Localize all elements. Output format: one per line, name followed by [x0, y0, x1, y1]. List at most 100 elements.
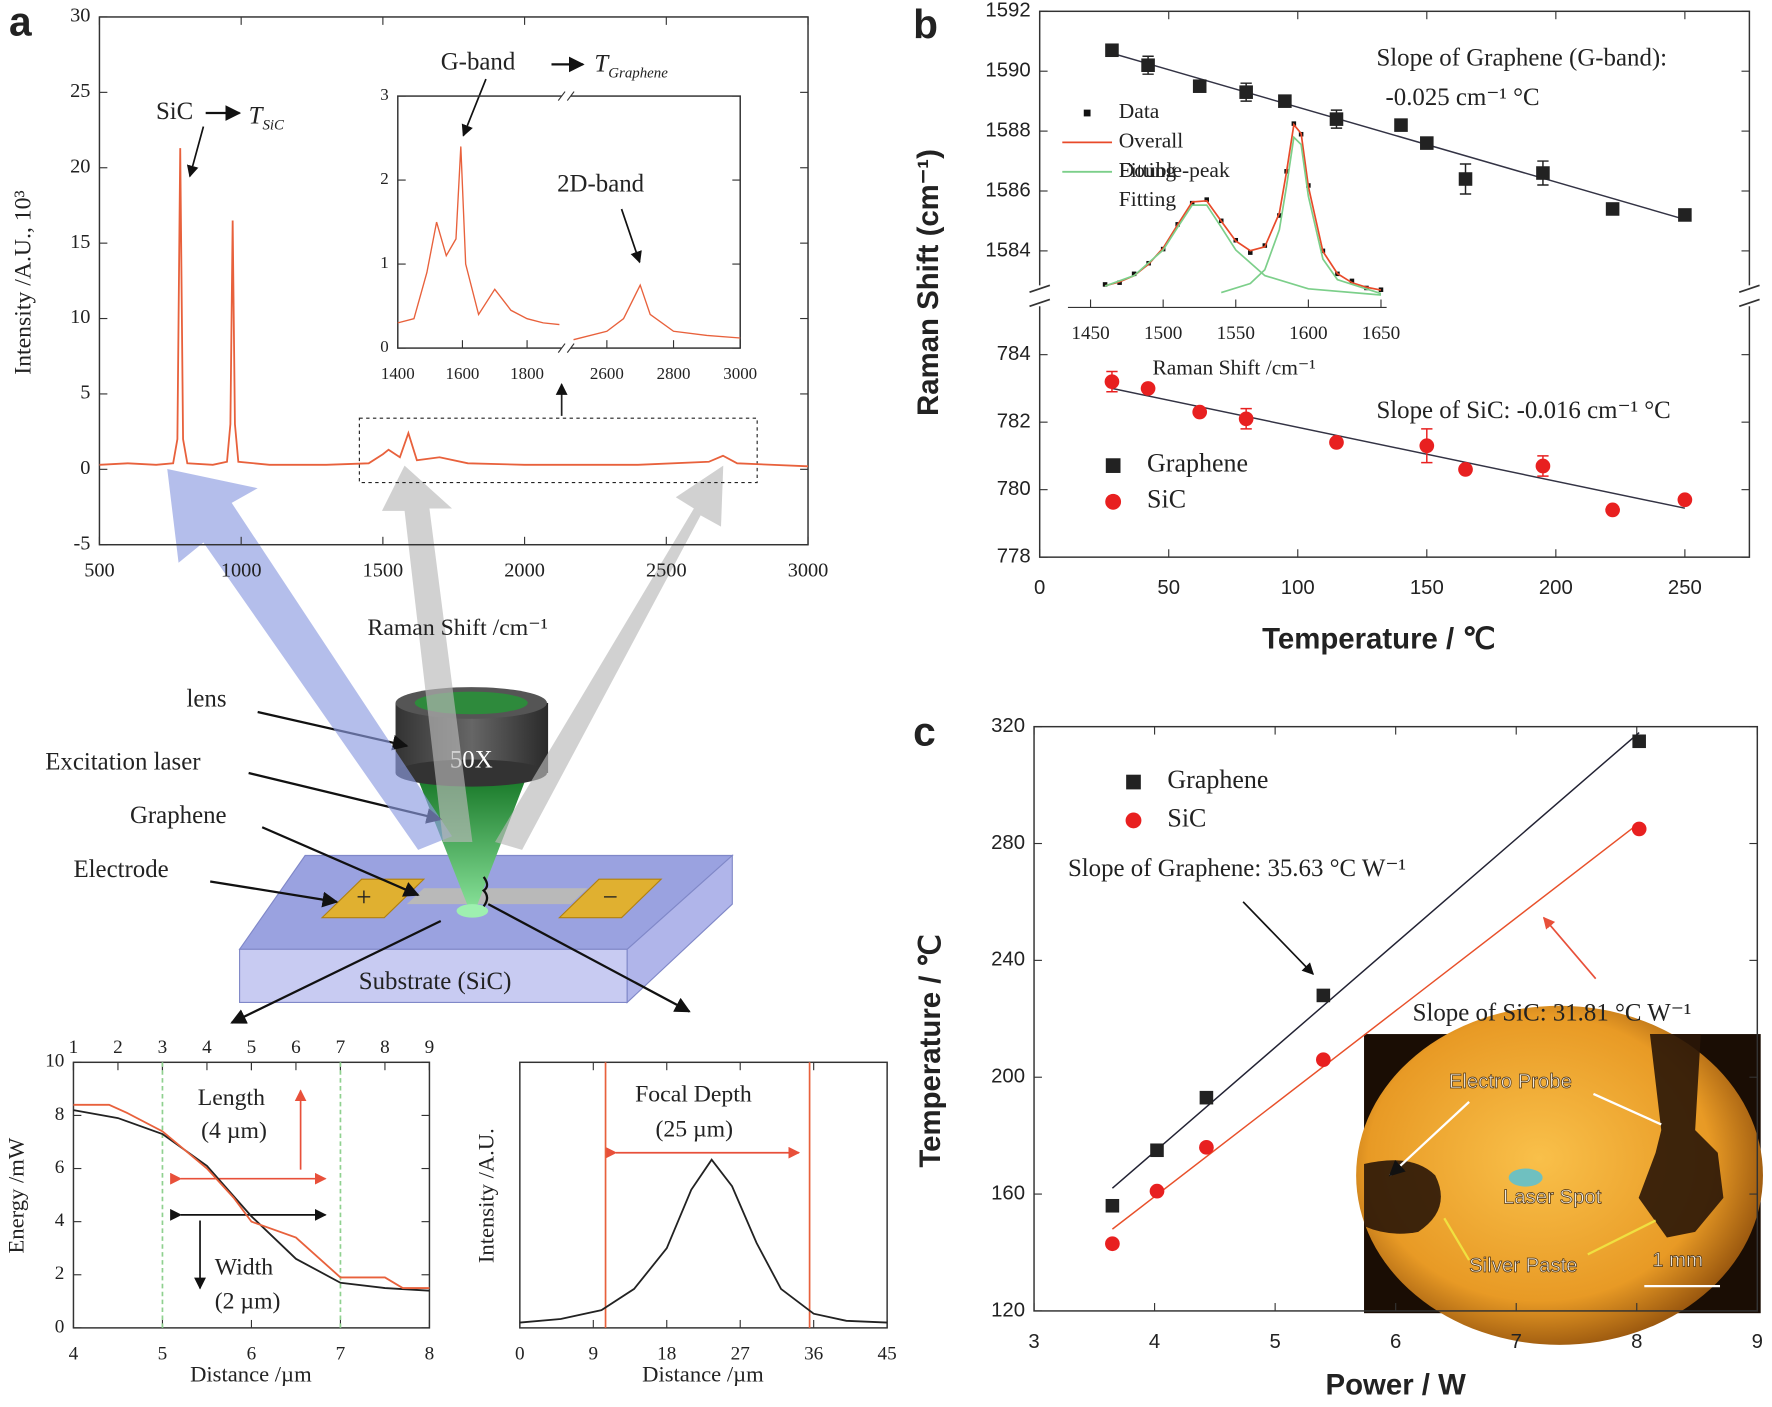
y-tick-label: 4: [55, 1210, 65, 1231]
point: [1117, 280, 1122, 285]
legend-marker: [1105, 493, 1122, 510]
x-tick-label: 6: [1390, 1331, 1401, 1353]
y-tick-label: 120: [991, 1299, 1025, 1321]
x-tick-label: 8: [1631, 1331, 1642, 1353]
x-tick-label: 2800: [657, 364, 691, 383]
laser-spot: [1508, 1168, 1543, 1187]
x-tick-label: 100: [1281, 577, 1315, 599]
point: [1199, 1139, 1214, 1155]
annotation: (25 µm): [655, 1117, 733, 1143]
x-tick-label: 3000: [788, 560, 829, 582]
legend-marker: [1083, 109, 1091, 117]
series-line: [519, 1158, 888, 1324]
point: [1192, 404, 1208, 420]
graphene-strip: [406, 888, 588, 905]
point: [1605, 202, 1620, 216]
point: [1192, 79, 1207, 93]
light-arrow: [494, 465, 724, 850]
schematic: lens Excitation laser Graphene Electrode…: [45, 685, 734, 1024]
electrode-sign: −: [603, 882, 618, 912]
annotation-main: T: [594, 50, 610, 77]
x-tick-label: 45: [878, 1343, 897, 1364]
spectrum-line: [397, 146, 560, 326]
axis-break: [566, 343, 575, 353]
point: [1277, 213, 1282, 218]
photo-inset: [1356, 1005, 1763, 1345]
y-tick-label: 1592: [985, 0, 1030, 22]
x-tick-label: 1400: [381, 364, 415, 383]
annotation: Slope of Graphene: 35.63 °C W⁻¹: [1068, 855, 1406, 882]
x-tick-label: 8: [425, 1343, 435, 1364]
x-tick-label: 5: [158, 1343, 168, 1364]
point: [1316, 1052, 1331, 1068]
x-tick-label: 7: [1511, 1331, 1522, 1353]
point: [1632, 734, 1646, 749]
x-tick-label: 4: [69, 1343, 79, 1364]
x-tick-label: 3000: [723, 364, 757, 383]
light-arrow: [167, 469, 453, 850]
x-tick-label: 1550: [1217, 323, 1255, 344]
point: [1141, 58, 1155, 72]
series-line: [99, 148, 809, 468]
annotation: -0.025 cm⁻¹ °C: [1386, 84, 1540, 111]
point: [1131, 271, 1137, 277]
legend-line-text: Double-peak: [1119, 158, 1235, 182]
probe: [1364, 1160, 1441, 1234]
annotation-pointer: [461, 78, 487, 137]
y-tick-label: 1586: [985, 179, 1030, 201]
point: [1105, 1236, 1120, 1252]
point: [1149, 1183, 1165, 1199]
point: [1248, 250, 1253, 255]
x-tick-label: 7: [336, 1343, 346, 1364]
axis-break: [1029, 284, 1051, 293]
x2-tick-label: 3: [158, 1037, 168, 1058]
annotation-main: G-band: [441, 48, 516, 75]
pointer: [230, 920, 442, 1024]
point: [1631, 821, 1647, 837]
x-tick-label: 1500: [363, 560, 404, 582]
pointer: [487, 903, 691, 1013]
x-axis-label: Distance /µm: [642, 1362, 764, 1387]
y-tick-label: 1588: [985, 119, 1030, 141]
y-tick-label: 320: [991, 715, 1025, 737]
axis-break: [557, 343, 566, 353]
x-tick-label: 1600: [1289, 323, 1327, 344]
x-tick-label: 9: [1752, 1331, 1763, 1353]
point: [1199, 1090, 1214, 1105]
y-tick-label: 5: [80, 382, 90, 404]
annotation: 2D-band: [557, 170, 645, 197]
legend-label: SiC: [1147, 485, 1186, 514]
legend-label: Data: [1119, 99, 1160, 123]
x-tick-label: 2500: [646, 560, 687, 582]
point: [1239, 85, 1253, 99]
x-tick-label: 18: [657, 1343, 676, 1364]
x-tick-label: 4: [1149, 1331, 1160, 1353]
y-tick-label: 1: [380, 253, 388, 272]
point: [1150, 1143, 1164, 1158]
series-line: [73, 1103, 430, 1289]
photo-pointer: [1443, 1217, 1471, 1261]
brace: [481, 876, 489, 908]
point: [1104, 374, 1120, 390]
annotation: TSiC: [249, 102, 285, 134]
x-tick-label: 1600: [446, 364, 480, 383]
axis-break: [1738, 284, 1760, 293]
y-tick-label: 240: [991, 949, 1025, 971]
annotation-main: 2D-band: [557, 170, 645, 197]
x2-tick-label: 2: [113, 1037, 123, 1058]
x-tick-label: 9: [588, 1343, 598, 1364]
y-tick-label: 25: [70, 80, 90, 102]
annotation-sub: Graphene: [608, 66, 668, 82]
y-axis-label: Intensity /A.U., 10³: [10, 190, 36, 374]
y-tick-label: 160: [991, 1182, 1025, 1204]
series-line: [1104, 135, 1382, 296]
point: [1278, 94, 1292, 108]
x-tick-label: 0: [515, 1343, 525, 1364]
lens-bottom: [395, 759, 547, 787]
axis-break: [566, 91, 575, 101]
electrode: [558, 878, 663, 919]
x-tick-label: 3: [1028, 1331, 1039, 1353]
x-tick-label: 1000: [221, 560, 262, 582]
legend-line-text: Fitting: [1119, 187, 1177, 211]
